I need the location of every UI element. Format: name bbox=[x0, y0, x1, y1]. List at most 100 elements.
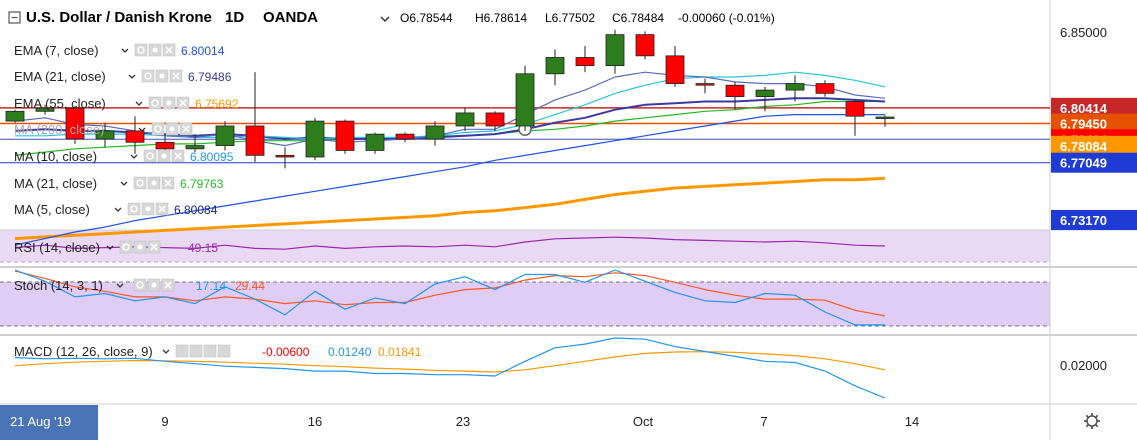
candle-body[interactable] bbox=[815, 83, 835, 94]
close-icon[interactable] bbox=[217, 344, 231, 358]
eye-icon[interactable] bbox=[127, 202, 141, 216]
macd-legend[interactable]: MACD (12, 26, close, 9) -0.00600 0.01240 0.… bbox=[14, 344, 422, 359]
stoch-legend[interactable]: Stoch (14, 3, 1) 17.14 29.44 bbox=[14, 278, 265, 293]
candle-body[interactable] bbox=[185, 145, 205, 150]
macd-label[interactable]: MACD (12, 26, close, 9) bbox=[14, 344, 153, 359]
chevron-down-icon[interactable] bbox=[106, 245, 114, 250]
settings-icon[interactable] bbox=[141, 202, 155, 216]
indicator-label[interactable]: EMA (21, close) bbox=[14, 69, 106, 84]
eye-icon[interactable] bbox=[141, 69, 155, 83]
indicator-label[interactable]: MA (21, close) bbox=[14, 176, 97, 191]
settings-icon[interactable] bbox=[133, 240, 147, 254]
candle-body[interactable] bbox=[425, 125, 445, 140]
candle-body[interactable] bbox=[515, 73, 535, 127]
stoch-label[interactable]: Stoch (14, 3, 1) bbox=[14, 278, 103, 293]
settings-icon[interactable] bbox=[157, 149, 171, 163]
close-icon[interactable] bbox=[147, 240, 161, 254]
gear-icon[interactable] bbox=[1084, 413, 1100, 429]
eye-icon[interactable] bbox=[119, 240, 133, 254]
candle-body[interactable] bbox=[335, 120, 355, 151]
indicator-legend-row[interactable]: EMA (7, close) 6.80014 bbox=[14, 43, 225, 58]
candle-body[interactable] bbox=[875, 116, 895, 119]
chart-header[interactable]: U.S. Dollar / Danish Krone 1D OANDA O6.7… bbox=[8, 9, 775, 26]
candle-body[interactable] bbox=[665, 55, 685, 84]
indicator-label[interactable]: EMA (55, close) bbox=[14, 96, 106, 111]
indicator-legend-row[interactable]: MA (10, close) 6.80095 bbox=[14, 149, 234, 164]
candle-body[interactable] bbox=[695, 83, 715, 86]
chevron-down-icon[interactable] bbox=[116, 283, 124, 288]
chevron-down-icon[interactable] bbox=[162, 349, 170, 354]
candle-body[interactable] bbox=[785, 83, 805, 91]
indicator-legend-row[interactable]: MA (200, close) bbox=[14, 122, 193, 137]
candle-body[interactable] bbox=[155, 141, 175, 150]
close-icon[interactable] bbox=[171, 149, 185, 163]
price-tag[interactable] bbox=[1051, 113, 1137, 134]
eye-icon[interactable] bbox=[148, 96, 162, 110]
eye-icon[interactable] bbox=[133, 176, 147, 190]
chevron-down-icon[interactable] bbox=[114, 207, 122, 212]
candle-body[interactable] bbox=[35, 107, 55, 112]
candle-body[interactable] bbox=[635, 34, 655, 57]
crosshair-date-tag[interactable] bbox=[0, 405, 98, 440]
source-label[interactable]: OANDA bbox=[263, 9, 318, 26]
price-tag[interactable] bbox=[1051, 210, 1137, 230]
source-icon[interactable] bbox=[203, 344, 217, 358]
indicator-legend-row[interactable]: EMA (21, close) 6.79486 bbox=[14, 69, 232, 84]
eye-icon[interactable] bbox=[143, 149, 157, 163]
candle-body[interactable] bbox=[455, 112, 475, 127]
rsi-legend[interactable]: RSI (14, close) 49.15 bbox=[14, 240, 218, 255]
chevron-down-icon[interactable] bbox=[120, 181, 128, 186]
candle-body[interactable] bbox=[725, 84, 745, 98]
close-icon[interactable] bbox=[155, 202, 169, 216]
eye-icon[interactable] bbox=[134, 43, 148, 57]
indicator-label[interactable]: MA (10, close) bbox=[14, 149, 97, 164]
candle-body[interactable] bbox=[65, 107, 85, 140]
candle-body[interactable] bbox=[95, 130, 115, 140]
candle-body[interactable] bbox=[845, 101, 865, 117]
settings-icon[interactable] bbox=[155, 69, 169, 83]
stoch-d-line[interactable] bbox=[14, 270, 886, 317]
symbol-title[interactable]: U.S. Dollar / Danish Krone bbox=[26, 9, 212, 26]
chevron-down-icon[interactable] bbox=[121, 48, 129, 53]
candle-body[interactable] bbox=[305, 120, 325, 158]
eye-icon[interactable] bbox=[175, 344, 189, 358]
close-icon[interactable] bbox=[176, 96, 190, 110]
close-icon[interactable] bbox=[179, 122, 193, 136]
eye-icon[interactable] bbox=[151, 122, 165, 136]
close-icon[interactable] bbox=[169, 69, 183, 83]
candle-body[interactable] bbox=[755, 89, 775, 98]
settings-icon[interactable] bbox=[148, 43, 162, 57]
indicator-label[interactable]: EMA (7, close) bbox=[14, 43, 99, 58]
close-icon[interactable] bbox=[162, 43, 176, 57]
close-icon[interactable] bbox=[161, 176, 175, 190]
indicator-label[interactable]: MA (5, close) bbox=[14, 202, 90, 217]
chevron-down-icon[interactable] bbox=[130, 154, 138, 159]
indicator-legend-row[interactable]: MA (21, close) 6.79763 bbox=[14, 176, 224, 191]
indicator-legend-row[interactable]: MA (5, close) 6.80084 bbox=[14, 202, 218, 217]
candle-body[interactable] bbox=[125, 130, 145, 143]
chevron-down-icon[interactable] bbox=[138, 127, 146, 132]
candle-body[interactable] bbox=[545, 57, 565, 75]
settings-icon[interactable] bbox=[147, 176, 161, 190]
stoch-k-line[interactable] bbox=[14, 269, 885, 326]
ma5-line[interactable] bbox=[14, 113, 885, 246]
candle-body[interactable] bbox=[215, 125, 235, 146]
interval-label[interactable]: 1D bbox=[225, 9, 244, 26]
eye-icon[interactable] bbox=[133, 278, 147, 292]
indicator-label[interactable]: MA (200, close) bbox=[14, 122, 104, 137]
candle-body[interactable] bbox=[275, 154, 295, 158]
chevron-down-icon[interactable] bbox=[128, 74, 136, 79]
candle-body[interactable] bbox=[245, 125, 265, 156]
settings-icon[interactable] bbox=[165, 122, 179, 136]
ema55-line[interactable] bbox=[14, 176, 886, 241]
settings-icon[interactable] bbox=[147, 278, 161, 292]
candle-body[interactable] bbox=[5, 110, 25, 122]
price-tag[interactable] bbox=[1051, 135, 1137, 156]
settings-icon[interactable] bbox=[162, 96, 176, 110]
header-checkbox[interactable] bbox=[8, 11, 21, 24]
close-icon[interactable] bbox=[161, 278, 175, 292]
chevron-down-icon[interactable] bbox=[135, 101, 143, 106]
chevron-down-icon[interactable] bbox=[380, 16, 390, 23]
